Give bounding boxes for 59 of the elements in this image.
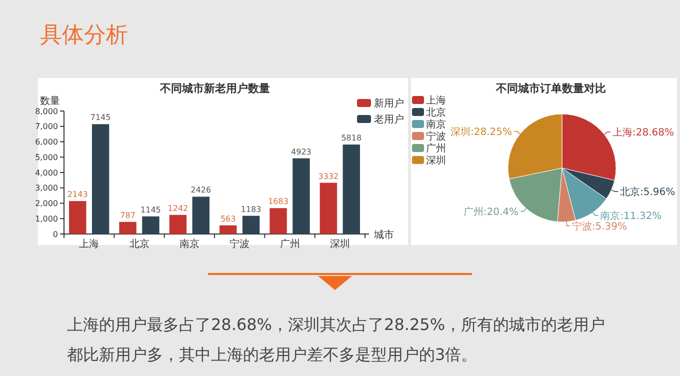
bar <box>169 214 187 234</box>
bar <box>220 225 237 234</box>
data-label: 563 <box>220 214 236 224</box>
y-tick-label: 6,000 <box>35 138 58 147</box>
bar <box>342 144 360 234</box>
x-tick-label: 南京 <box>179 238 200 250</box>
data-label: 7145 <box>90 113 111 122</box>
y-tick-label: 8,000 <box>35 106 58 116</box>
text: 上海的用户最多占了28.68%，深圳其次占了28.25%，所有的城市的老用户都比新用户多，其中上海的老用户差不多是型用户的3倍。 <box>67 315 606 364</box>
bar <box>119 222 136 234</box>
x-tick-label: 宁波 <box>230 238 250 250</box>
bar <box>92 124 110 234</box>
bar <box>270 208 287 234</box>
legend-label: 老用户 <box>374 114 404 126</box>
bar <box>192 196 210 234</box>
data-label: 3332 <box>318 172 339 181</box>
x-axis-title: 城市 <box>373 229 394 241</box>
data-label: 广州:20.4% <box>463 206 519 218</box>
y-tick-label: 5,000 <box>35 152 58 162</box>
data-label: 787 <box>120 210 136 220</box>
data-label: 1683 <box>268 197 288 206</box>
y-tick-label: 7,000 <box>35 122 58 132</box>
x-tick-label: 深圳 <box>330 238 350 250</box>
y-tick-label: 3,000 <box>35 184 58 193</box>
data-label: 宁波:5.39% <box>572 220 628 232</box>
legend-label: 宁波 <box>426 130 446 142</box>
legend-label: 深圳 <box>426 154 446 166</box>
bar <box>292 158 310 234</box>
data-label: 2143 <box>67 190 88 200</box>
data-label: 上海:28.68% <box>612 126 674 138</box>
data-label: 2426 <box>190 186 212 195</box>
legend-label: 广州 <box>426 142 446 154</box>
text: 具体分析 <box>40 23 128 48</box>
data-label: 北京:5.96% <box>620 186 676 198</box>
bar <box>142 216 160 234</box>
legend-label: 上海 <box>426 94 446 106</box>
data-label: 4923 <box>291 147 312 156</box>
data-label: 深圳:28.25% <box>450 126 512 138</box>
bar <box>69 201 86 234</box>
x-tick-label: 上海 <box>79 238 100 250</box>
chart-title: 不同城市订单数量对比 <box>495 82 606 95</box>
bar <box>242 216 260 234</box>
data-label: 1242 <box>168 204 188 213</box>
y-tick-label: 4,000 <box>35 168 58 178</box>
x-tick-label: 北京 <box>129 238 150 250</box>
data-label: 1183 <box>240 204 262 214</box>
chart-title: 不同城市新老用户数量 <box>159 82 270 95</box>
legend-label: 新用户 <box>374 98 404 110</box>
y-tick-label: 2,000 <box>35 199 58 208</box>
y-tick-label: 1,000 <box>35 214 58 224</box>
y-axis-title: 数量 <box>40 96 60 107</box>
data-label: 南京:11.32% <box>600 210 662 222</box>
data-label: 1145 <box>140 205 161 214</box>
bar <box>320 182 338 234</box>
data-label: 5818 <box>341 134 362 143</box>
legend-label: 北京 <box>426 106 446 118</box>
x-tick-label: 广州 <box>280 238 300 250</box>
y-tick-label: 0 <box>52 230 58 239</box>
legend-label: 南京 <box>426 118 446 130</box>
